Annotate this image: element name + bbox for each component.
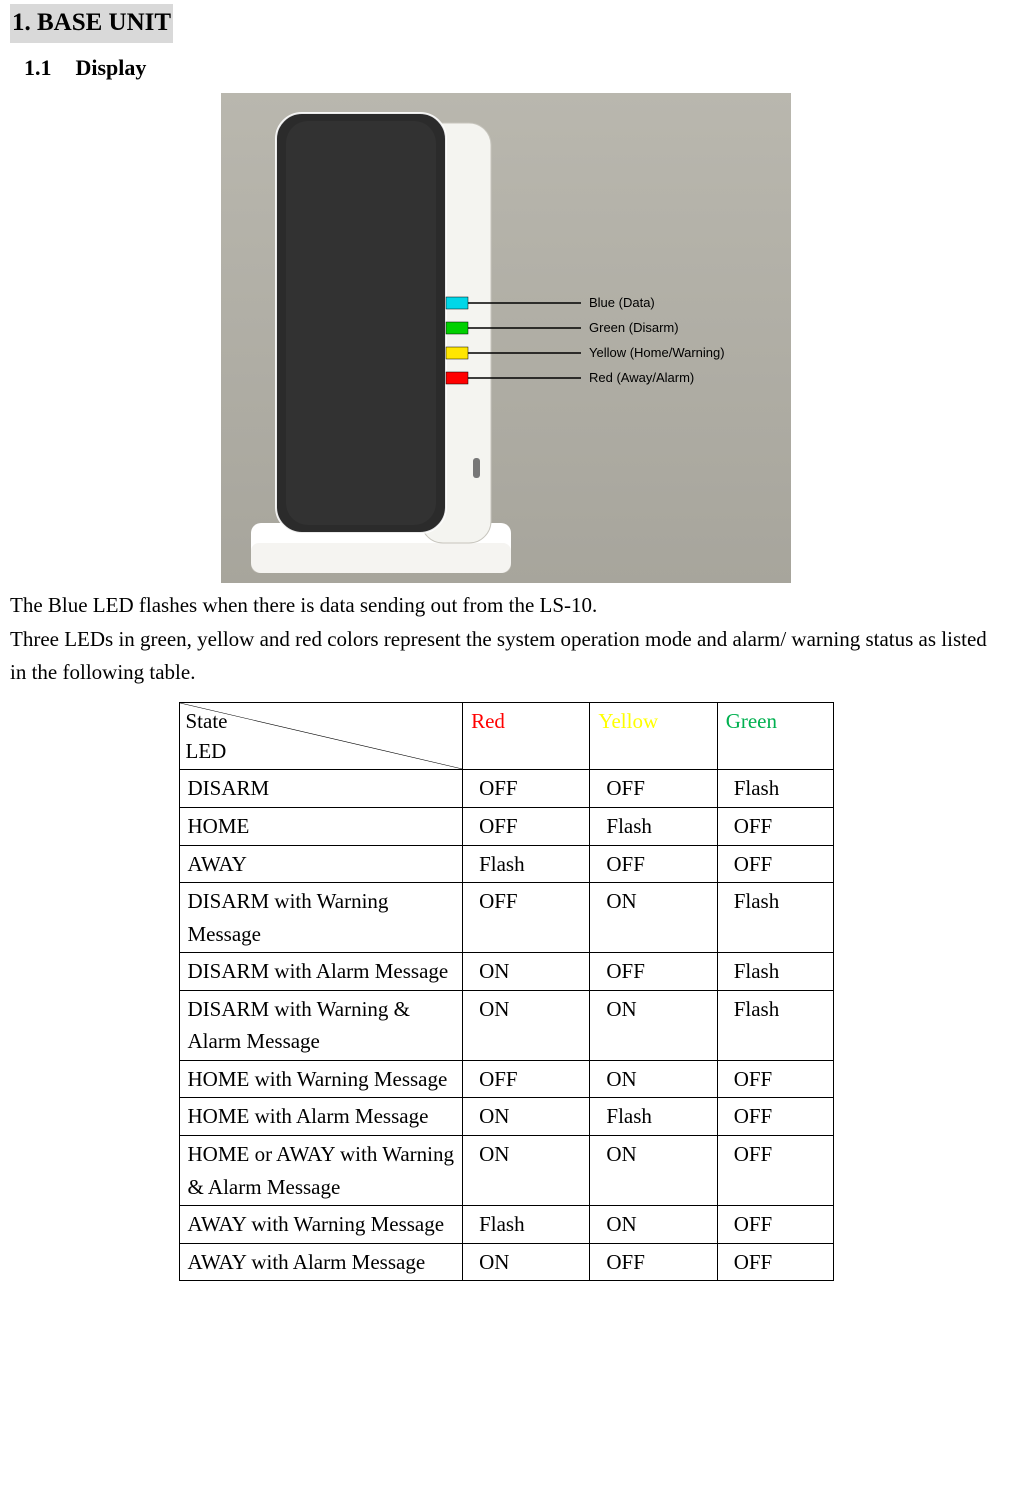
led-state-table: State LED Red Yellow Green DISARMOFFOFFF…	[179, 702, 834, 1281]
red-cell: Flash	[463, 1206, 590, 1244]
yellow-cell: Flash	[590, 1098, 717, 1136]
table-row: AWAY with Warning MessageFlashONOFF	[179, 1206, 833, 1244]
table-row: AWAY with Alarm MessageONOFFOFF	[179, 1243, 833, 1281]
red-cell: ON	[463, 953, 590, 991]
section-title: Display	[76, 51, 147, 85]
svg-text:Yellow (Home/Warning): Yellow (Home/Warning)	[589, 345, 725, 360]
red-cell: ON	[463, 1243, 590, 1281]
yellow-cell: ON	[590, 1060, 717, 1098]
state-cell: HOME with Warning Message	[179, 1060, 463, 1098]
diag-label-bottom: LED	[186, 735, 227, 768]
red-cell: Flash	[463, 845, 590, 883]
diagonal-header-cell: State LED	[179, 703, 463, 770]
green-cell: OFF	[717, 1098, 833, 1136]
state-cell: HOME or AWAY with Warning & Alarm Messag…	[179, 1135, 463, 1205]
yellow-cell: ON	[590, 1135, 717, 1205]
diag-label-top: State	[186, 705, 228, 738]
table-row: HOME with Alarm MessageONFlashOFF	[179, 1098, 833, 1136]
red-cell: OFF	[463, 808, 590, 846]
table-header-row: State LED Red Yellow Green	[179, 703, 833, 770]
svg-text:Green (Disarm): Green (Disarm)	[589, 320, 679, 335]
red-cell: OFF	[463, 770, 590, 808]
red-cell: ON	[463, 1135, 590, 1205]
col-header-green: Green	[717, 703, 833, 770]
yellow-cell: OFF	[590, 1243, 717, 1281]
table-row: DISARM with Alarm MessageONOFFFlash	[179, 953, 833, 991]
svg-text:Blue (Data): Blue (Data)	[589, 295, 655, 310]
green-cell: Flash	[717, 953, 833, 991]
red-cell: OFF	[463, 1060, 590, 1098]
yellow-cell: OFF	[590, 953, 717, 991]
state-cell: DISARM with Warning & Alarm Message	[179, 990, 463, 1060]
green-cell: OFF	[717, 845, 833, 883]
state-cell: HOME	[179, 808, 463, 846]
green-cell: OFF	[717, 1060, 833, 1098]
yellow-cell: ON	[590, 990, 717, 1060]
red-cell: ON	[463, 1098, 590, 1136]
table-row: HOME or AWAY with Warning & Alarm Messag…	[179, 1135, 833, 1205]
green-cell: OFF	[717, 1206, 833, 1244]
state-cell: AWAY with Warning Message	[179, 1206, 463, 1244]
green-cell: OFF	[717, 1135, 833, 1205]
state-cell: AWAY with Alarm Message	[179, 1243, 463, 1281]
yellow-cell: Flash	[590, 808, 717, 846]
state-cell: DISARM with Alarm Message	[179, 953, 463, 991]
yellow-cell: ON	[590, 1206, 717, 1244]
section-heading-2: 1.1 Display	[24, 51, 1002, 85]
col-header-red: Red	[463, 703, 590, 770]
table-row: HOMEOFFFlashOFF	[179, 808, 833, 846]
intro-paragraph-2: Three LEDs in green, yellow and red colo…	[10, 623, 1002, 688]
device-illustration: Blue (Data) Green (Disarm) Yellow (Home/Wa…	[221, 93, 791, 583]
state-cell: HOME with Alarm Message	[179, 1098, 463, 1136]
green-cell: OFF	[717, 808, 833, 846]
state-cell: DISARM	[179, 770, 463, 808]
yellow-cell: OFF	[590, 770, 717, 808]
table-row: DISARM with Warning MessageOFFONFlash	[179, 883, 833, 953]
green-cell: OFF	[717, 1243, 833, 1281]
section-number: 1.1	[24, 51, 52, 85]
green-cell: Flash	[717, 770, 833, 808]
red-cell: ON	[463, 990, 590, 1060]
table-row: HOME with Warning MessageOFFONOFF	[179, 1060, 833, 1098]
green-cell: Flash	[717, 990, 833, 1060]
table-row: AWAYFlashOFFOFF	[179, 845, 833, 883]
red-cell: OFF	[463, 883, 590, 953]
yellow-cell: ON	[590, 883, 717, 953]
intro-paragraph-1: The Blue LED flashes when there is data …	[10, 589, 1002, 622]
device-figure: Blue (Data) Green (Disarm) Yellow (Home/Wa…	[221, 93, 791, 583]
state-cell: AWAY	[179, 845, 463, 883]
col-header-yellow: Yellow	[590, 703, 717, 770]
green-cell: Flash	[717, 883, 833, 953]
section-heading-1: 1. BASE UNIT	[10, 4, 173, 43]
state-cell: DISARM with Warning Message	[179, 883, 463, 953]
yellow-cell: OFF	[590, 845, 717, 883]
table-row: DISARMOFFOFFFlash	[179, 770, 833, 808]
table-row: DISARM with Warning & Alarm MessageONONF…	[179, 990, 833, 1060]
svg-text:Red (Away/Alarm): Red (Away/Alarm)	[589, 370, 694, 385]
